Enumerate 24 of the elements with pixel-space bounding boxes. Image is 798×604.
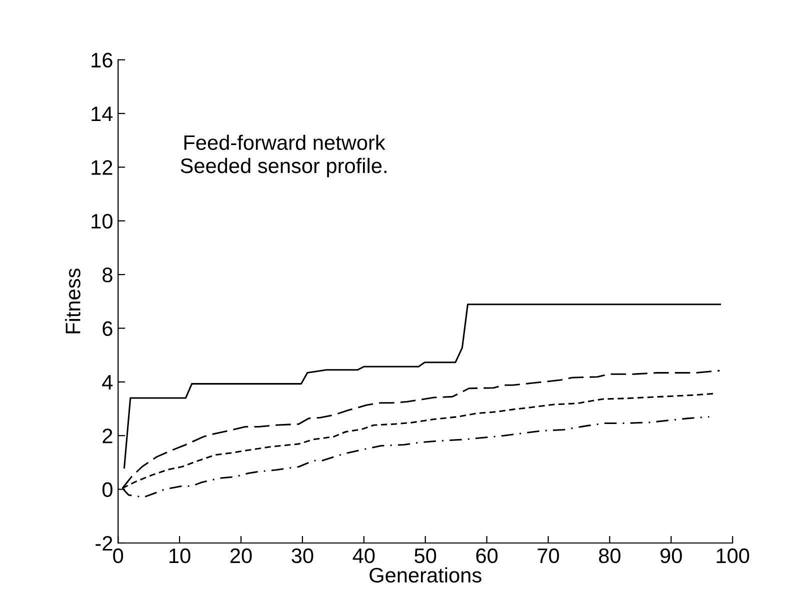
- x-tick-label: 50: [414, 548, 436, 564]
- y-tick-label: 14: [92, 106, 113, 122]
- x-tick-label: 90: [660, 548, 682, 564]
- y-axis-title: Fitness: [65, 268, 80, 334]
- y-tick-label: 8: [102, 268, 112, 282]
- x-tick-label: 10: [170, 548, 190, 564]
- x-tick-label: 0: [113, 548, 124, 564]
- y-tick-label: -2: [96, 536, 112, 551]
- x-tick-label: 100: [716, 548, 750, 564]
- x-tick-label: 40: [352, 548, 375, 564]
- y-tick-label: 0: [102, 482, 112, 498]
- y-tick-label: 2: [102, 428, 112, 444]
- y-tick-label: 10: [92, 214, 112, 229]
- annotation: Feed-forward network Seeded sensor profile.: [180, 134, 386, 178]
- x-tick-label: 70: [538, 548, 559, 564]
- x-tick-label: 60: [476, 548, 498, 564]
- y-tick-label: 16: [92, 52, 112, 68]
- x-tick-label: 30: [292, 548, 314, 564]
- y-tick-label: 4: [102, 375, 113, 390]
- y-tick-label: 6: [102, 321, 112, 336]
- x-tick-label: 20: [230, 548, 252, 564]
- x-axis-title: Generations: [370, 567, 482, 583]
- y-tick-label: 12: [92, 160, 112, 175]
- x-tick-label: 80: [598, 548, 620, 564]
